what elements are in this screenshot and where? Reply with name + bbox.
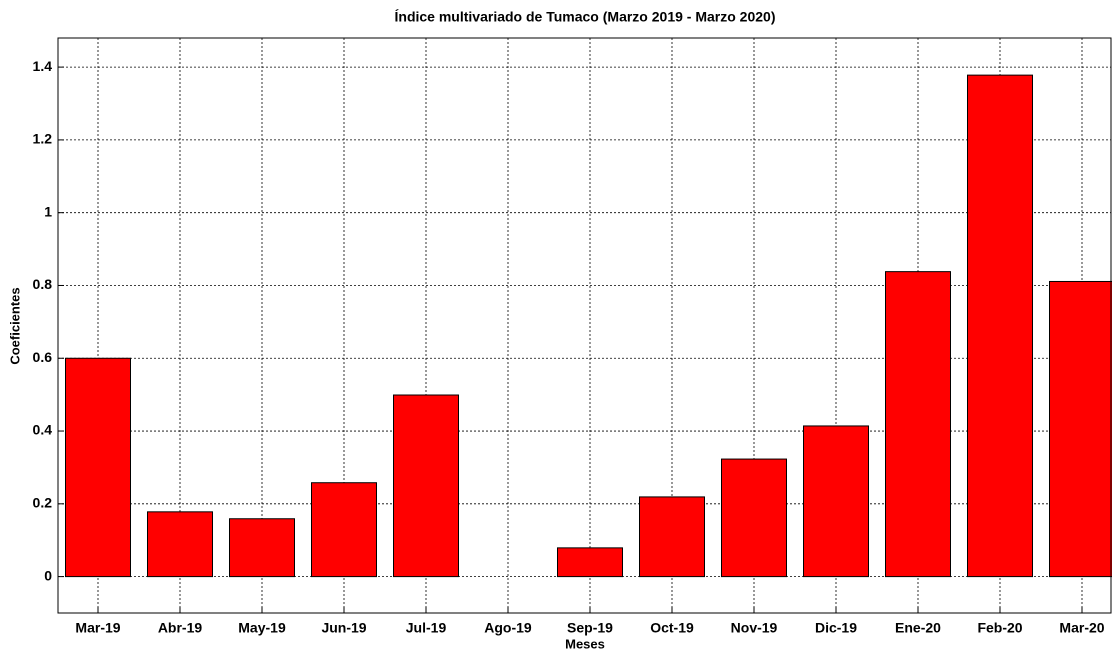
bar bbox=[885, 271, 951, 578]
x-tick-label: Mar-20 bbox=[1059, 620, 1104, 636]
bar bbox=[557, 547, 623, 578]
bar bbox=[229, 518, 295, 578]
x-tick-label: Oct-19 bbox=[650, 620, 694, 636]
bar bbox=[967, 74, 1033, 578]
x-axis-label: Meses bbox=[565, 636, 605, 651]
x-tick-label: Feb-20 bbox=[977, 620, 1022, 636]
x-tick-label: Nov-19 bbox=[731, 620, 778, 636]
x-tick-label: Dic-19 bbox=[815, 620, 857, 636]
bar bbox=[393, 394, 459, 578]
y-axis-label: Coeficientes bbox=[7, 287, 22, 364]
x-tick-label: Mar-19 bbox=[75, 620, 120, 636]
x-tick-label: Sep-19 bbox=[567, 620, 613, 636]
x-tick-label: May-19 bbox=[238, 620, 286, 636]
x-tick-label: Jun-19 bbox=[321, 620, 366, 636]
bar bbox=[639, 496, 705, 578]
y-tick-label: 1 bbox=[44, 203, 52, 219]
x-tick-label: Ene-20 bbox=[895, 620, 941, 636]
y-tick-label: 0.2 bbox=[33, 495, 53, 511]
bar bbox=[803, 425, 869, 578]
y-tick-label: 1.4 bbox=[33, 58, 53, 74]
y-tick-label: 0.8 bbox=[33, 276, 53, 292]
y-tick-label: 0 bbox=[44, 567, 52, 583]
bar bbox=[721, 458, 787, 578]
bar bbox=[1049, 280, 1112, 578]
y-tick-label: 1.2 bbox=[33, 131, 53, 147]
bar bbox=[147, 511, 213, 578]
bar bbox=[65, 357, 131, 578]
bar bbox=[311, 482, 377, 578]
x-tick-label: Jul-19 bbox=[406, 620, 447, 636]
x-tick-label: Ago-19 bbox=[484, 620, 532, 636]
y-tick-label: 0.4 bbox=[33, 422, 53, 438]
chart-title: Índice multivariado de Tumaco (Marzo 201… bbox=[395, 9, 776, 25]
plot-frame bbox=[57, 37, 1112, 614]
y-tick-label: 0.6 bbox=[33, 349, 53, 365]
x-tick-label: Abr-19 bbox=[158, 620, 203, 636]
